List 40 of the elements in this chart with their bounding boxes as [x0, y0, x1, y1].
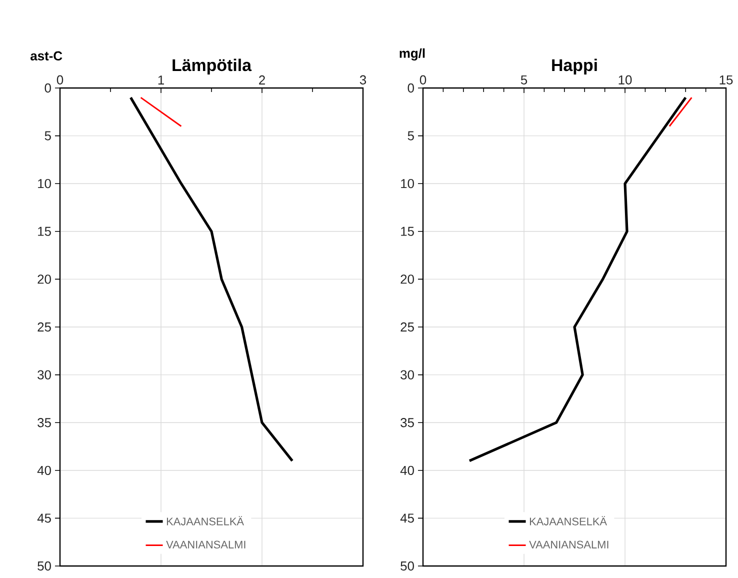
y-tick-label: 50 [400, 561, 414, 571]
y-tick-label: 20 [38, 274, 51, 284]
y-tick-label: 45 [37, 514, 51, 523]
line-series [468, 96, 687, 462]
y-tick-label: 5 [44, 131, 51, 140]
x-tick-label: 3 [360, 75, 366, 84]
chart-title: Happi [552, 58, 597, 75]
y-tick-label: 35 [38, 418, 51, 428]
y-tick-label: 30 [400, 370, 414, 380]
x-tick-label: 15 [720, 75, 733, 84]
y-tick-label: 40 [400, 466, 414, 475]
x-axis-title: ast-C [30, 51, 62, 60]
y-tick-label: 40 [37, 466, 51, 475]
x-axis-title: mg/l [400, 48, 425, 60]
y-tick-label: 5 [408, 131, 414, 140]
y-tick-label: 25 [400, 322, 414, 332]
y-tick-label: 30 [38, 370, 51, 380]
line-series [129, 96, 294, 462]
x-tick-label: 10 [618, 75, 632, 84]
x-tick-label: 2 [259, 75, 265, 84]
y-tick-label: 10 [401, 179, 414, 188]
legend-label: VAANIANSALMI [166, 540, 246, 548]
legend-label: KAJAANSELKÄ [166, 516, 244, 526]
y-tick-label: 35 [400, 418, 414, 428]
legend-label: KAJAANSELKÄ [530, 516, 607, 526]
chart-title: Lämpötila [172, 58, 252, 75]
legend-label: VAANIANSALMI [529, 540, 608, 548]
y-tick-label: 50 [38, 561, 51, 571]
x-tick-label: 5 [520, 75, 528, 84]
y-tick-label: 0 [408, 83, 414, 93]
y-tick-label: 10 [38, 179, 51, 188]
y-tick-label: 45 [400, 514, 414, 523]
x-tick-label: 0 [56, 75, 64, 84]
y-tick-label: 0 [44, 83, 51, 93]
y-tick-label: 15 [38, 226, 51, 236]
y-tick-label: 20 [400, 274, 414, 284]
x-tick-label: 0 [420, 75, 426, 84]
y-tick-label: 15 [401, 226, 414, 236]
y-tick-label: 25 [38, 322, 51, 332]
x-tick-label: 1 [158, 76, 164, 84]
